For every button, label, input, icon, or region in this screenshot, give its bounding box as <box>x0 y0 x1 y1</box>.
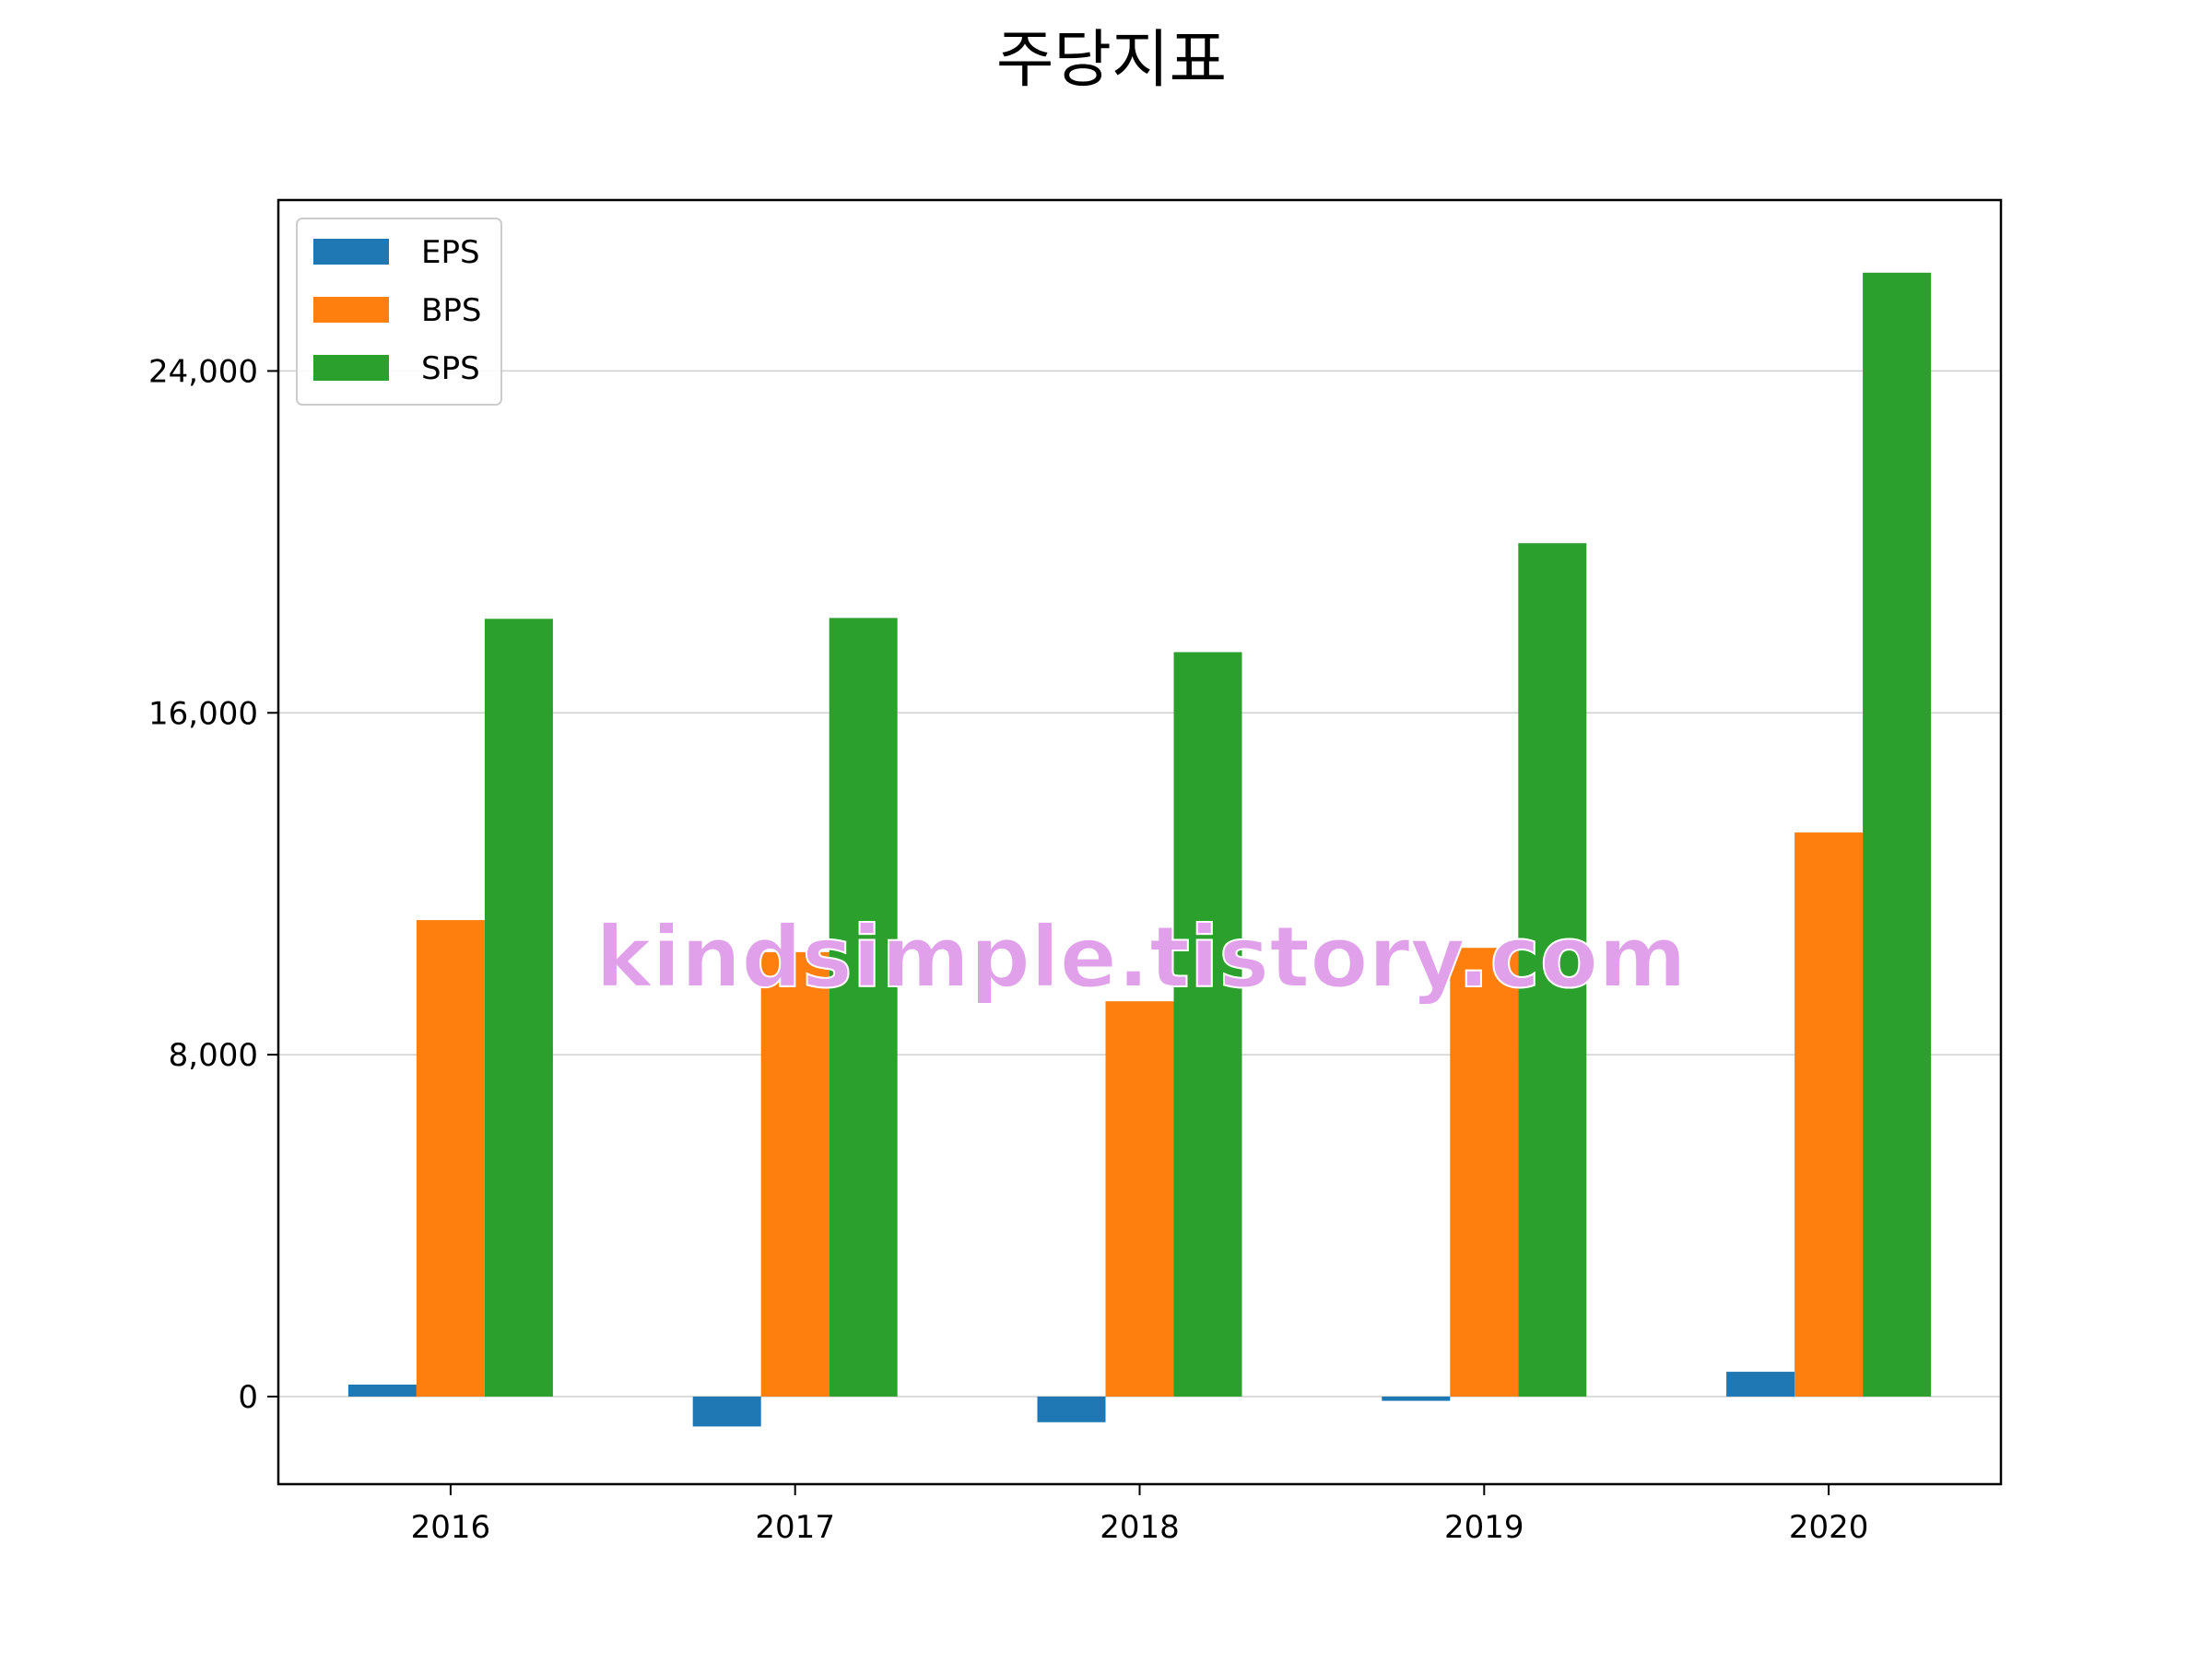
x-tick-label: 2018 <box>1100 1509 1180 1546</box>
bar-bps-2019 <box>1450 948 1519 1397</box>
bar-eps-2018 <box>1037 1396 1106 1422</box>
legend-swatch-sps <box>313 355 389 381</box>
bar-bps-2016 <box>416 920 485 1397</box>
bar-sps-2016 <box>484 619 553 1397</box>
bar-sps-2019 <box>1518 543 1587 1397</box>
legend-label-bps: BPS <box>421 292 481 329</box>
bar-eps-2020 <box>1726 1372 1795 1397</box>
bar-eps-2019 <box>1382 1396 1451 1401</box>
y-tick-label: 16,000 <box>148 695 258 732</box>
watermark: kindsimple.tistory.com <box>595 908 1687 1007</box>
bar-sps-2018 <box>1173 652 1242 1397</box>
bar-eps-2016 <box>347 1384 417 1397</box>
bars <box>347 272 1932 1427</box>
x-tick-label: 2020 <box>1789 1509 1869 1546</box>
legend-swatch-bps <box>313 297 389 323</box>
legend-label-sps: SPS <box>421 350 480 387</box>
bar-bps-2018 <box>1105 1001 1174 1397</box>
chart-title: 주당지표 <box>996 24 1227 97</box>
legend: EPS BPS SPS <box>296 218 502 406</box>
y-tick-label: 8,000 <box>169 1037 258 1074</box>
bar-bps-2017 <box>760 951 830 1397</box>
y-tick-label: 24,000 <box>148 353 258 390</box>
x-tick-label: 2019 <box>1444 1509 1524 1546</box>
bar-sps-2020 <box>1863 272 1932 1397</box>
axes: 0 8,000 16,000 24,000 2016 2017 2018 2019 2020 <box>148 353 1868 1546</box>
x-tick-label: 2017 <box>755 1509 835 1546</box>
x-tick-label: 2016 <box>411 1509 491 1546</box>
bar-bps-2020 <box>1794 832 1864 1397</box>
y-tick-label: 0 <box>238 1379 258 1416</box>
bar-sps-2017 <box>829 618 898 1397</box>
legend-label-eps: EPS <box>421 234 480 271</box>
legend-swatch-eps <box>313 239 389 265</box>
bar-eps-2017 <box>692 1396 761 1427</box>
